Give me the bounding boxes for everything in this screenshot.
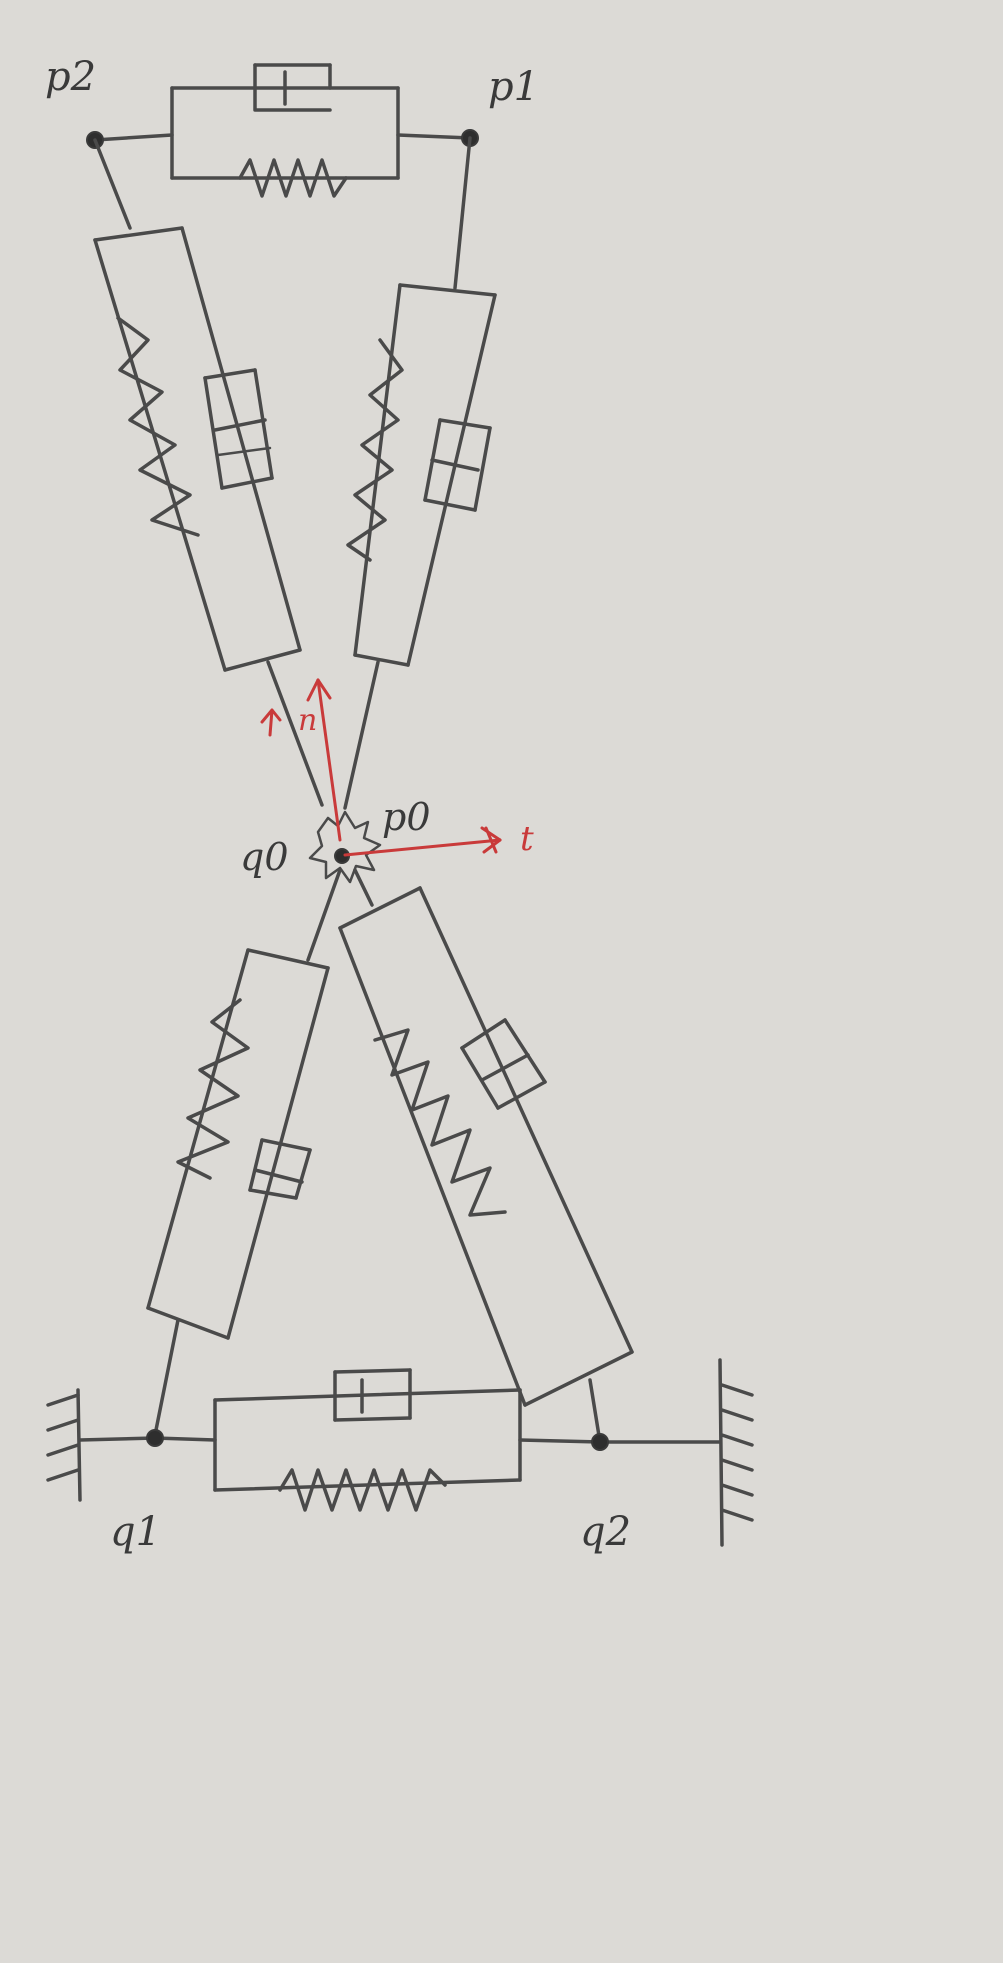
label-n: n — [298, 703, 317, 738]
node-q1 — [146, 1429, 164, 1447]
tangent-vector — [343, 826, 502, 857]
arm-p2-p0 — [93, 138, 324, 807]
top-spring — [238, 158, 348, 198]
top-damper — [253, 63, 332, 112]
ground-q2 — [598, 1358, 754, 1547]
arm-q0-q2 — [338, 868, 634, 1444]
node-q2 — [591, 1433, 609, 1451]
normal-vector — [306, 678, 342, 842]
label-p2: p2 — [45, 54, 96, 100]
bottom-spring — [278, 1468, 447, 1512]
label-t: t — [520, 819, 534, 859]
small-up-tick — [260, 708, 282, 737]
label-p0: p0 — [382, 795, 431, 839]
label-q2: q2 — [580, 1509, 631, 1555]
contact-point — [308, 810, 382, 884]
arm-q0-q1 — [146, 868, 342, 1437]
label-q0: q0 — [240, 835, 289, 879]
label-q1: q1 — [110, 1509, 161, 1555]
top-link-p1-p2 — [93, 86, 472, 180]
arm-p1-p0 — [343, 136, 497, 810]
bottom-damper — [333, 1368, 412, 1422]
label-p1: p1 — [488, 64, 539, 110]
ground-q1 — [46, 1388, 157, 1502]
